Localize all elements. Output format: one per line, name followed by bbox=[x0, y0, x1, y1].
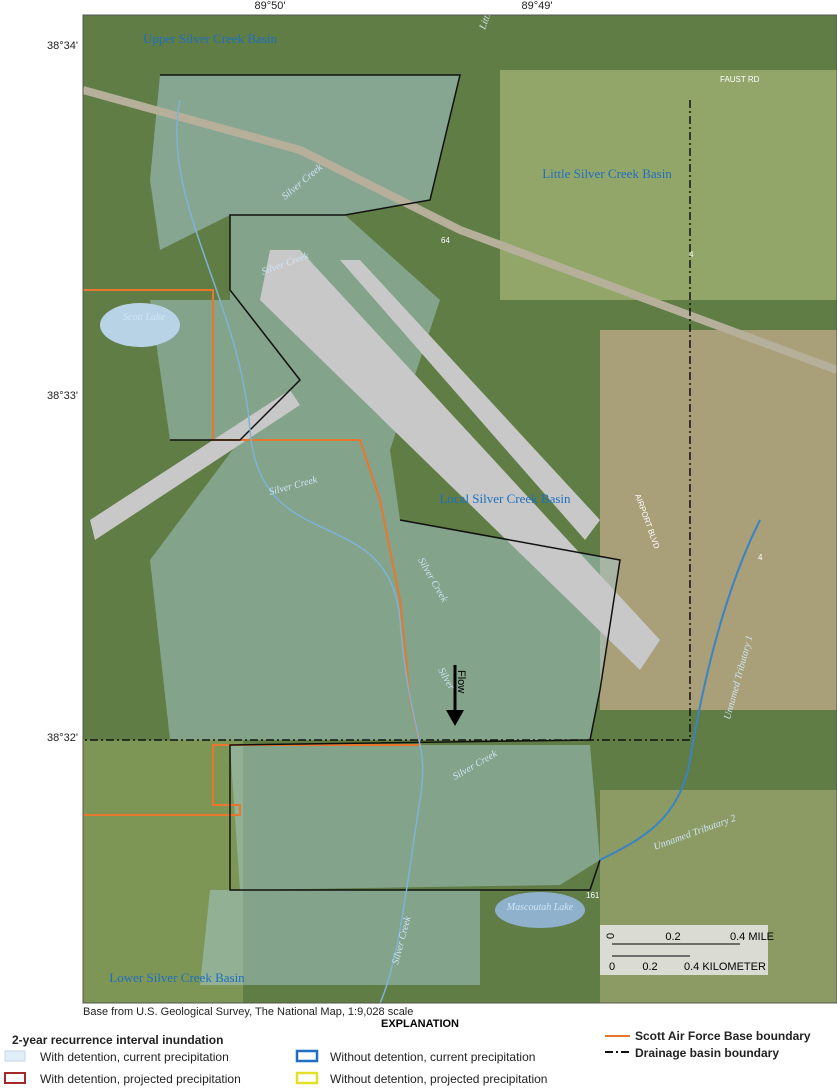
lake-label: Scott Lake bbox=[123, 312, 165, 323]
legend-item: Without detention, projected precipitati… bbox=[330, 1072, 547, 1086]
latitude-label: 38°34' bbox=[47, 40, 78, 52]
lake bbox=[495, 892, 585, 928]
legend-swatch bbox=[295, 1049, 319, 1063]
legend-item: Scott Air Force Base boundary bbox=[635, 1029, 811, 1043]
flow-label: Flow bbox=[455, 670, 467, 693]
longitude-label: 89°49' bbox=[522, 0, 553, 12]
basin-label: Little Silver Creek Basin bbox=[542, 166, 672, 181]
legend-swatch bbox=[4, 1050, 26, 1062]
inundation bbox=[200, 890, 480, 985]
inundation bbox=[150, 300, 300, 440]
credit: Base from U.S. Geological Survey, The Na… bbox=[83, 1006, 413, 1018]
highway bbox=[83, 86, 837, 374]
latitude-label: 38°33' bbox=[47, 390, 78, 402]
road-label: 4 bbox=[689, 250, 694, 259]
lake bbox=[100, 303, 180, 347]
inundation bbox=[150, 215, 620, 740]
basin-boundary bbox=[160, 74, 461, 441]
runway bbox=[340, 260, 600, 540]
legend-subtitle: 2-year recurrence interval inundation bbox=[12, 1033, 223, 1047]
scale-label: 0 bbox=[605, 933, 617, 939]
map: Upper Silver Creek Basin Little Silver C… bbox=[83, 15, 837, 1003]
stream bbox=[599, 519, 761, 861]
legend-swatch bbox=[4, 1072, 26, 1084]
inundation bbox=[230, 745, 600, 890]
scale-label: 0.4 KILOMETER bbox=[684, 961, 766, 973]
legend-title: EXPLANATION bbox=[381, 1018, 459, 1030]
road-label: 64 bbox=[441, 236, 450, 245]
basin-label: Local Silver Creek Basin bbox=[439, 491, 571, 506]
lake-label: Mascoutah Lake bbox=[506, 902, 574, 913]
longitude-label: 89°50' bbox=[255, 0, 286, 12]
road-label: FAUST RD bbox=[720, 75, 760, 84]
runway bbox=[90, 390, 300, 540]
legend-item: Without detention, current precipitation bbox=[330, 1050, 535, 1064]
latitude-label: 38°32' bbox=[47, 732, 78, 744]
scale-label: 0.4 MILE bbox=[730, 931, 774, 943]
legend-item: With detention, current precipitation bbox=[40, 1050, 229, 1064]
runway bbox=[260, 250, 660, 670]
flow-arrow bbox=[446, 710, 464, 726]
road-label: 161 bbox=[586, 891, 600, 900]
legend-swatch bbox=[295, 1071, 319, 1085]
legend-item: Drainage basin boundary bbox=[635, 1046, 779, 1060]
scale-label: 0.2 bbox=[642, 961, 657, 973]
scale-label: 0.2 bbox=[665, 931, 680, 943]
basin-label: Lower Silver Creek Basin bbox=[109, 970, 245, 985]
map-frame bbox=[82, 14, 837, 1004]
stream bbox=[176, 99, 424, 1003]
legend-item: With detention, projected precipitation bbox=[40, 1072, 241, 1086]
basin-boundary bbox=[83, 100, 691, 741]
scale-label: 0 bbox=[609, 961, 615, 973]
basin-boundary bbox=[229, 519, 621, 891]
inundation bbox=[150, 75, 460, 250]
scale-box bbox=[600, 925, 768, 975]
road-label: 4 bbox=[758, 553, 763, 562]
basin-label: Upper Silver Creek Basin bbox=[143, 31, 277, 46]
